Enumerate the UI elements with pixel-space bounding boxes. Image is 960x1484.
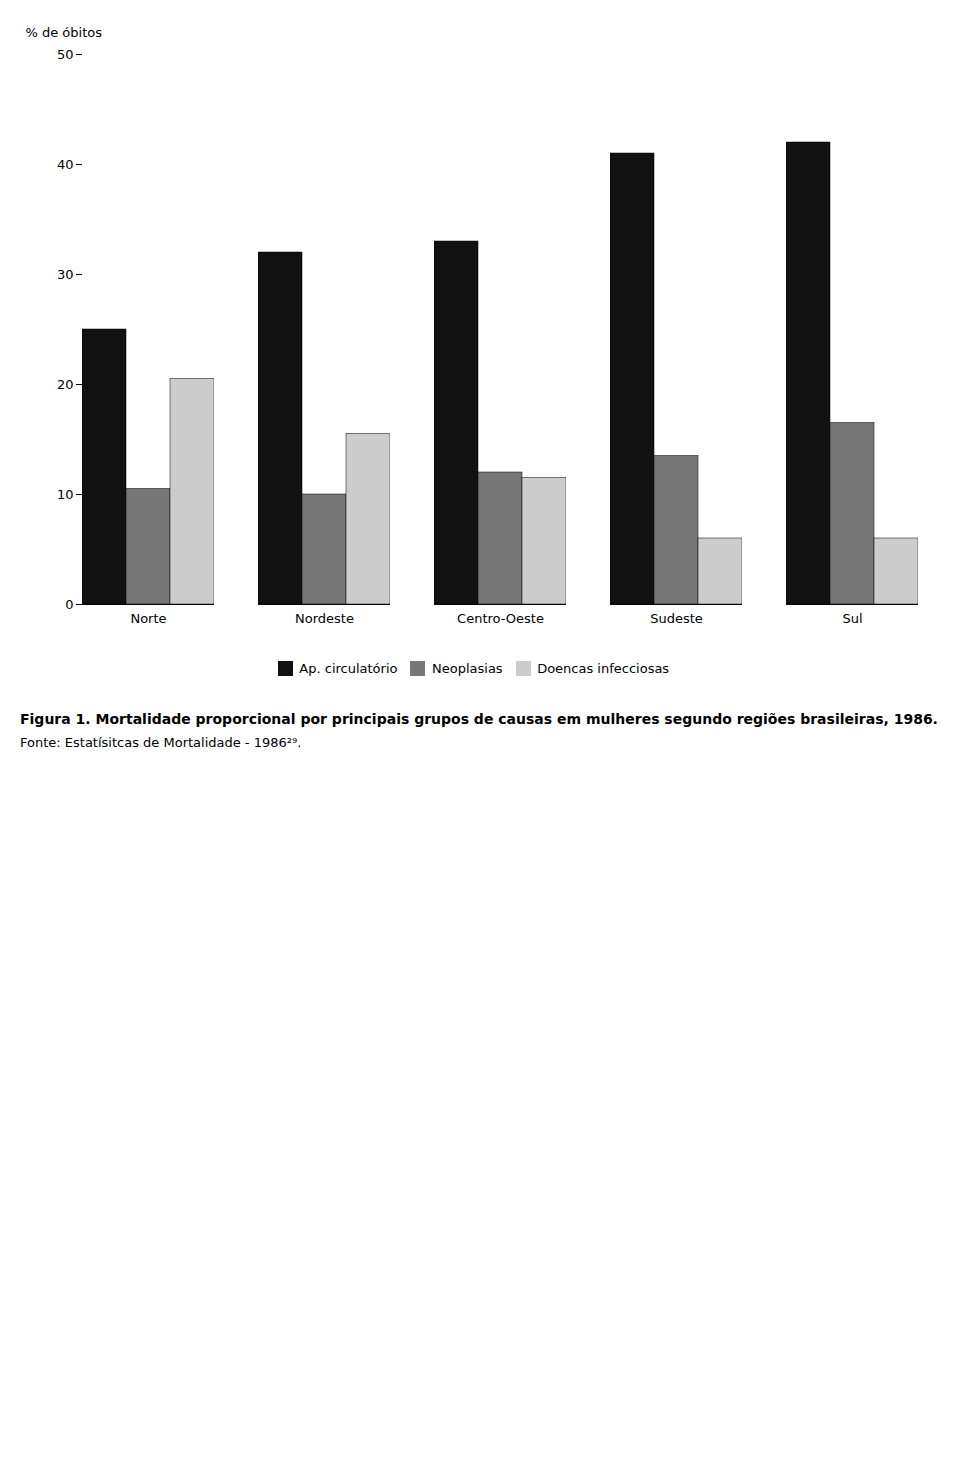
svg-text:50: 50 bbox=[57, 47, 74, 62]
svg-text:Norte: Norte bbox=[130, 611, 166, 626]
svg-text:Nordeste: Nordeste bbox=[295, 611, 354, 626]
svg-text:% de óbitos: % de óbitos bbox=[26, 25, 103, 40]
svg-text:30: 30 bbox=[57, 267, 74, 282]
html-text:Fonte: Estatísitcas de Mortali: Fonte: Estatísitcas de Mortalidade - 198… bbox=[20, 735, 302, 751]
html-text:Neoplasias: Neoplasias bbox=[432, 661, 503, 676]
svg-text:0: 0 bbox=[65, 597, 73, 612]
svg-text:Centro-Oeste: Centro-Oeste bbox=[457, 611, 544, 626]
svg-text:20: 20 bbox=[57, 377, 74, 392]
html-text:Doencas infecciosas: Doencas infecciosas bbox=[537, 661, 670, 676]
html-text:Ap. circulatório: Ap. circulatório bbox=[299, 661, 398, 676]
svg-text:Sudeste: Sudeste bbox=[650, 611, 703, 626]
svg-text:10: 10 bbox=[57, 487, 74, 502]
html-text:Figura 1. Mortalidade proporci: Figura 1. Mortalidade proporcional por p… bbox=[20, 710, 938, 727]
svg-text:Sul: Sul bbox=[842, 611, 862, 626]
svg-text:40: 40 bbox=[57, 157, 74, 172]
